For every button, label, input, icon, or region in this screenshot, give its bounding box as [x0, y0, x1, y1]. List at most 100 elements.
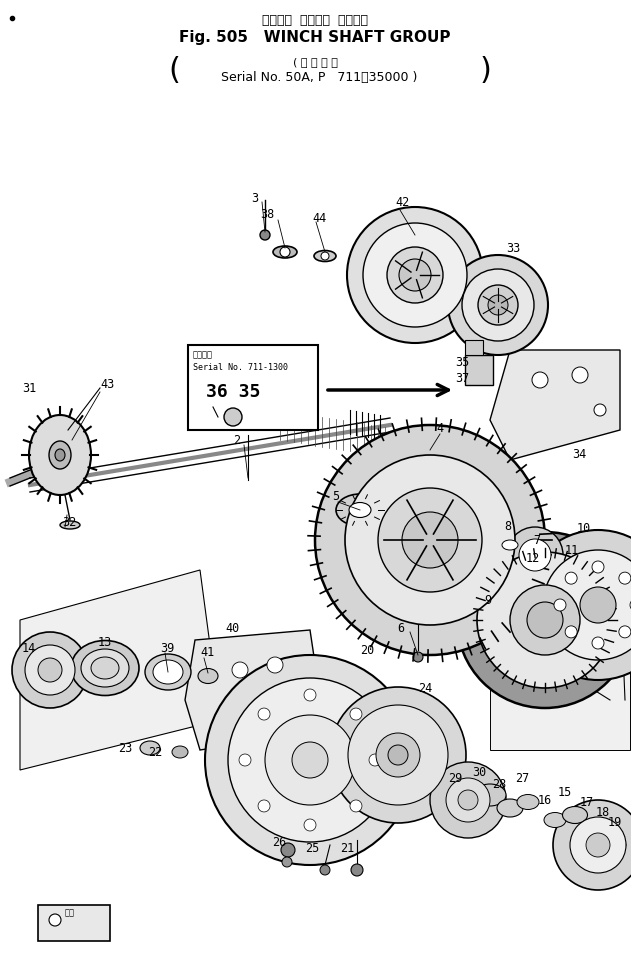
Ellipse shape: [172, 746, 188, 758]
Circle shape: [630, 599, 631, 611]
Ellipse shape: [49, 441, 71, 469]
Circle shape: [507, 527, 563, 583]
Ellipse shape: [29, 415, 91, 495]
Circle shape: [586, 833, 610, 857]
Circle shape: [523, 530, 631, 680]
Text: Serial No. 50A, P   711～35000 ): Serial No. 50A, P 711～35000 ): [213, 71, 417, 84]
Circle shape: [224, 408, 242, 426]
Circle shape: [350, 800, 362, 812]
Circle shape: [321, 252, 329, 260]
Circle shape: [25, 645, 75, 695]
Text: 7: 7: [533, 534, 540, 546]
Circle shape: [228, 678, 392, 842]
Polygon shape: [20, 570, 220, 770]
Ellipse shape: [562, 806, 587, 823]
Circle shape: [320, 865, 330, 875]
Ellipse shape: [60, 521, 80, 529]
Ellipse shape: [71, 641, 139, 695]
Circle shape: [330, 687, 466, 823]
Ellipse shape: [81, 649, 129, 687]
Circle shape: [363, 223, 467, 327]
Text: ): ): [480, 56, 492, 85]
Text: 15: 15: [558, 786, 572, 800]
Circle shape: [304, 819, 316, 831]
Ellipse shape: [140, 741, 160, 755]
Circle shape: [565, 626, 577, 638]
Polygon shape: [490, 660, 630, 750]
Text: 21: 21: [340, 842, 354, 854]
Circle shape: [292, 742, 328, 778]
Circle shape: [448, 255, 548, 355]
Text: 9: 9: [484, 593, 491, 607]
Circle shape: [258, 708, 270, 720]
Circle shape: [387, 247, 443, 303]
Ellipse shape: [544, 812, 566, 828]
Text: 16: 16: [538, 794, 552, 806]
Circle shape: [572, 367, 588, 383]
Circle shape: [345, 455, 515, 625]
Circle shape: [315, 425, 545, 655]
Circle shape: [592, 637, 604, 649]
Circle shape: [430, 762, 506, 838]
Circle shape: [239, 754, 251, 766]
Circle shape: [458, 790, 478, 810]
Text: 43: 43: [100, 379, 114, 392]
Ellipse shape: [517, 795, 539, 809]
Ellipse shape: [336, 494, 384, 526]
Circle shape: [280, 247, 290, 257]
Circle shape: [619, 626, 631, 638]
Circle shape: [488, 295, 508, 315]
Text: 35: 35: [455, 356, 469, 368]
Ellipse shape: [91, 657, 119, 679]
Polygon shape: [185, 630, 325, 750]
Ellipse shape: [55, 449, 65, 461]
Text: 40: 40: [225, 621, 239, 634]
Text: 5: 5: [332, 490, 339, 503]
Text: 38: 38: [260, 208, 274, 221]
Text: 10: 10: [577, 521, 591, 535]
Circle shape: [205, 655, 415, 865]
Circle shape: [258, 800, 270, 812]
Ellipse shape: [198, 668, 218, 684]
Text: 適注: 適注: [65, 908, 75, 917]
Bar: [465, 340, 483, 355]
Text: 4: 4: [436, 422, 443, 434]
Circle shape: [553, 800, 631, 890]
Text: 30: 30: [472, 767, 487, 779]
Ellipse shape: [601, 829, 619, 841]
Ellipse shape: [476, 588, 504, 602]
Circle shape: [351, 864, 363, 876]
Text: 3: 3: [251, 192, 258, 205]
Circle shape: [265, 715, 355, 805]
Circle shape: [282, 857, 292, 867]
Circle shape: [457, 532, 631, 708]
Circle shape: [350, 708, 362, 720]
Text: 6: 6: [397, 621, 404, 634]
Ellipse shape: [585, 818, 605, 832]
Circle shape: [543, 550, 631, 660]
Text: 27: 27: [515, 771, 529, 784]
Text: 17: 17: [580, 797, 594, 809]
Ellipse shape: [153, 660, 183, 684]
Text: 20: 20: [360, 644, 374, 656]
Text: 42: 42: [395, 196, 410, 208]
Text: 18: 18: [596, 806, 610, 819]
Circle shape: [369, 754, 381, 766]
Text: Serial No. 711-1300: Serial No. 711-1300: [193, 363, 288, 372]
Polygon shape: [490, 350, 620, 460]
Ellipse shape: [502, 540, 518, 550]
Circle shape: [446, 778, 490, 822]
Text: 29: 29: [448, 771, 463, 784]
Circle shape: [478, 285, 518, 325]
Circle shape: [413, 652, 423, 662]
Text: 13: 13: [98, 636, 112, 650]
Text: 22: 22: [148, 745, 162, 759]
Ellipse shape: [495, 536, 525, 554]
Text: 34: 34: [572, 448, 586, 462]
Ellipse shape: [314, 250, 336, 261]
Text: Fig. 505   WINCH SHAFT GROUP: Fig. 505 WINCH SHAFT GROUP: [179, 30, 451, 45]
Text: 11: 11: [565, 543, 579, 556]
Circle shape: [402, 512, 458, 568]
Text: 32: 32: [62, 516, 76, 530]
Text: 37: 37: [455, 371, 469, 385]
